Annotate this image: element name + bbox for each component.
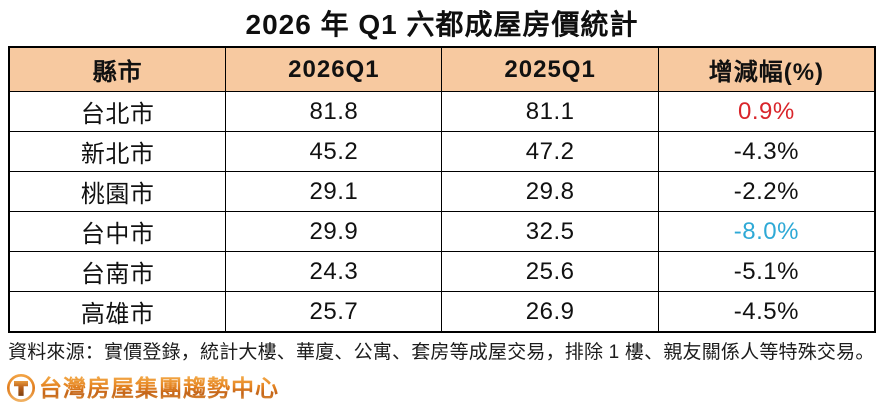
table-header: 縣市 2026Q1 2025Q1 增減幅(%) [8, 46, 876, 92]
data-source-note: 資料來源：實價登錄，統計大樓、華廈、公寓、套房等成屋交易，排除 1 樓、親友關係… [8, 342, 875, 363]
cell-change: -4.3% [657, 131, 876, 172]
cell-2026q1: 24.3 [225, 251, 443, 292]
t-circle-icon [7, 374, 35, 402]
cell-change: -2.2% [657, 171, 876, 212]
cell-2026q1: 29.1 [225, 171, 443, 212]
page-title: 2026 年 Q1 六都成屋房價統計 [245, 9, 639, 40]
cell-2026q1: 45.2 [225, 131, 443, 172]
header-2025q1: 2025Q1 [441, 46, 659, 92]
table-row: 台北市 81.8 81.1 0.9% [8, 91, 876, 132]
table-body: 台北市 81.8 81.1 0.9% 新北市 45.2 47.2 -4.3% 桃… [8, 91, 876, 333]
cell-city: 台南市 [8, 251, 227, 292]
table-row: 台中市 29.9 32.5 -8.0% [8, 211, 876, 252]
cell-city: 台中市 [8, 211, 227, 252]
cell-2026q1: 29.9 [225, 211, 443, 252]
cell-2025q1: 32.5 [441, 211, 659, 252]
table-row: 台南市 24.3 25.6 -5.1% [8, 251, 876, 292]
header-2026q1: 2026Q1 [225, 46, 443, 92]
cell-change: 0.9% [657, 91, 876, 132]
cell-2025q1: 29.8 [441, 171, 659, 212]
cell-city: 桃園市 [8, 171, 227, 212]
housing-price-table: 縣市 2026Q1 2025Q1 增減幅(%) 台北市 81.8 81.1 0.… [8, 46, 876, 333]
cell-2025q1: 25.6 [441, 251, 659, 292]
table-row: 新北市 45.2 47.2 -4.3% [8, 131, 876, 172]
header-row: 縣市 2026Q1 2025Q1 增減幅(%) [8, 46, 876, 92]
header-change: 增減幅(%) [657, 46, 876, 92]
cell-2025q1: 81.1 [441, 91, 659, 132]
table-row: 高雄市 25.7 26.9 -4.5% [8, 291, 876, 333]
cell-2026q1: 81.8 [225, 91, 443, 132]
brand-logo-text: 台灣房屋集團趨勢中心 [39, 375, 279, 401]
cell-2026q1: 25.7 [225, 291, 443, 333]
brand-logo: 台灣房屋集團趨勢中心 [7, 372, 884, 402]
cell-city: 新北市 [8, 131, 227, 172]
cell-change: -5.1% [657, 251, 876, 292]
table-row: 桃園市 29.1 29.8 -2.2% [8, 171, 876, 212]
cell-change: -8.0% [657, 211, 876, 252]
cell-2025q1: 47.2 [441, 131, 659, 172]
header-city: 縣市 [8, 46, 227, 92]
cell-2025q1: 26.9 [441, 291, 659, 333]
cell-city: 台北市 [8, 91, 227, 132]
cell-change: -4.5% [657, 291, 876, 333]
cell-city: 高雄市 [8, 291, 227, 333]
